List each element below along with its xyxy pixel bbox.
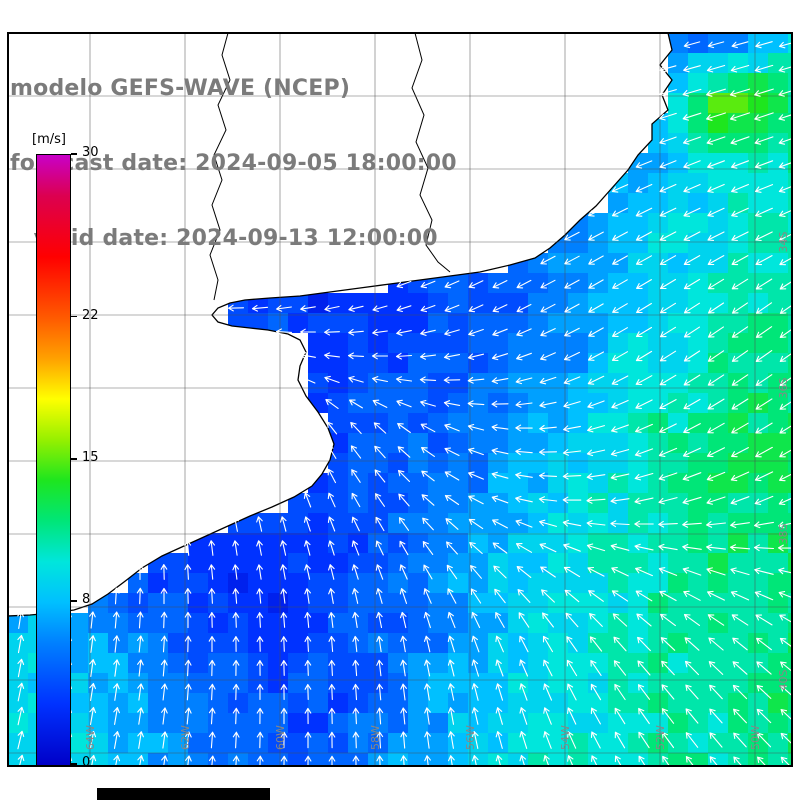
svg-text:56W: 56W [464,725,477,750]
svg-text:62W: 62W [179,725,192,750]
river-lines [209,34,451,301]
svg-text:40S: 40S [777,669,790,690]
plot-title-block: modelo GEFS-WAVE (NCEP) forecast date: 2… [10,26,457,301]
colorbar-gradient [36,154,71,766]
longitude-labels: 64W 62W 60W 58W 56W 54W 52W 50W [84,725,762,750]
svg-text:38S: 38S [777,523,790,544]
svg-text:60W: 60W [274,725,287,750]
svg-text:64W: 64W [84,725,97,750]
svg-text:34S: 34S [777,231,790,252]
svg-text:36S: 36S [777,377,790,398]
svg-text:52W: 52W [654,725,667,750]
wave-direction-arrows [17,41,791,765]
footer-bar [97,788,270,800]
map-frame-border [7,32,793,767]
colorbar-unit-label: [m/s] [32,132,66,147]
svg-text:50W: 50W [749,725,762,750]
svg-text:54W: 54W [559,725,572,750]
svg-text:58W: 58W [369,725,382,750]
model-title: modelo GEFS-WAVE (NCEP) [10,76,351,101]
lat-lon-gridlines [9,34,791,765]
latitude-labels: 34S 36S 38S 40S [777,231,790,690]
colorbar: [m/s] 0 8 15 22 30 [32,132,99,770]
forecast-date-label: forecast date: 2024-09-05 18:00:00 [10,151,457,176]
valid-date-label: valid date: 2024-09-13 12:00:00 [10,226,438,251]
